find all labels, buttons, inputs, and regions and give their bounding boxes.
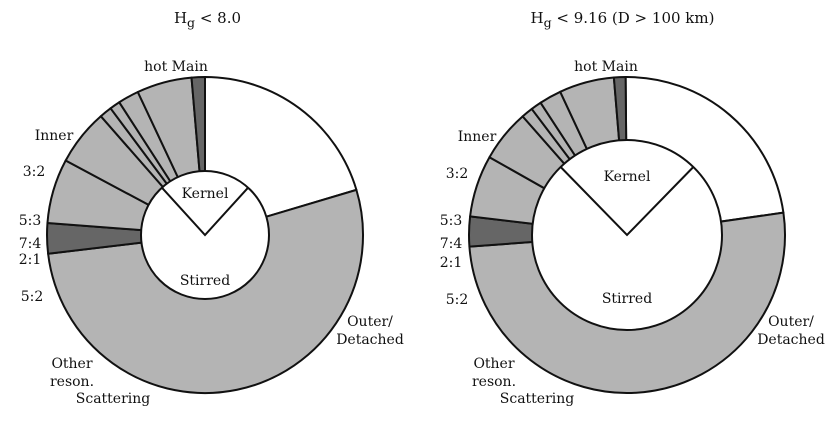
title-subscript: g — [543, 15, 552, 30]
segment-label-scattering: Scattering — [500, 391, 575, 407]
segment-label-5-3: 5:3 — [19, 213, 42, 229]
segment-label-3-2: 3:2 — [23, 164, 46, 180]
kernel-wedge-boundary — [161, 186, 249, 237]
segment-label-5-3: 5:3 — [440, 213, 463, 229]
chart-title: Hg < 8.0 — [0, 9, 415, 30]
segment-label-5-2: 5:2 — [21, 289, 44, 305]
kernel-wedge-boundary — [559, 166, 695, 237]
chart-title: Hg < 9.16 (D > 100 km) — [415, 9, 830, 30]
title-condition: < 8.0 — [195, 9, 242, 27]
title-main: H — [173, 9, 188, 27]
segment-label-2-1: 2:1 — [19, 252, 42, 268]
inner-label-kernel: Kernel — [182, 186, 229, 202]
segment-label-hot-main: hot Main — [144, 59, 208, 75]
segment-label-7-4: 7:4 — [19, 236, 42, 252]
right-chart-panel: Hg < 9.16 (D > 100 km) hot Main Outer/Det… — [415, 0, 830, 424]
segment-label-2-1: 2:1 — [440, 255, 463, 271]
segment-label-inner: Inner — [35, 128, 74, 144]
segment-label-7-4: 7:4 — [440, 236, 463, 252]
segment-label-other-reson: Other reson. — [50, 356, 94, 390]
inner-label-kernel: Kernel — [604, 169, 651, 185]
segment-label-outer-detached: Outer/Detached — [757, 314, 825, 348]
segment-label-other-reson: Other reson. — [472, 356, 516, 390]
segment-label-outer-detached: Outer/Detached — [336, 314, 404, 348]
title-subscript: g — [187, 15, 196, 30]
segment-label-scattering: Scattering — [76, 391, 151, 407]
segment-label-hot-main: hot Main — [574, 59, 638, 75]
title-main: H — [530, 9, 544, 27]
segment-label-5-2: 5:2 — [446, 292, 469, 308]
inner-label-stirred: Stirred — [602, 291, 652, 307]
segment-label-3-2: 3:2 — [446, 166, 469, 182]
segment-label-inner: Inner — [458, 129, 497, 145]
left-chart-panel: Hg < 8.0 hot Main Outer/Detached Scatterin… — [0, 9, 415, 407]
title-condition: < 9.16 (D > 100 km) — [551, 9, 715, 27]
inner-label-stirred: Stirred — [180, 273, 230, 289]
